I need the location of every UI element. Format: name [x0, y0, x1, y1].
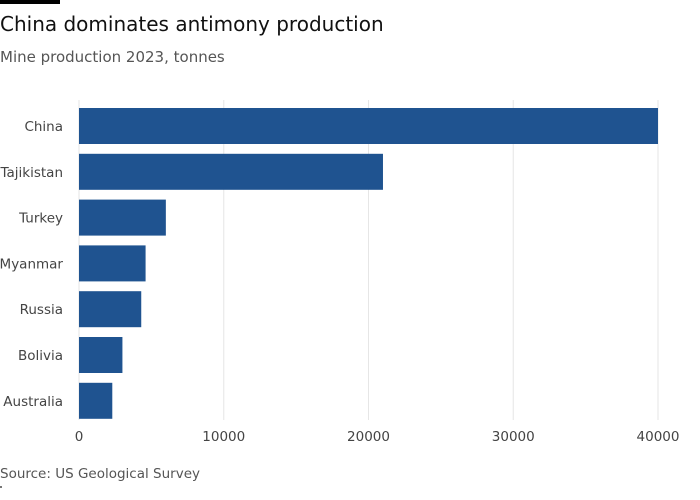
category-label: Bolivia — [18, 348, 63, 364]
bar-turkey — [79, 199, 166, 236]
source-mark — [0, 486, 2, 488]
gridlines — [78, 100, 659, 420]
bar-china — [79, 108, 658, 144]
category-label: Tajikistan — [0, 165, 63, 181]
top-rule — [0, 0, 60, 4]
bar-bolivia — [79, 337, 123, 373]
chart-subtitle: Mine production 2023, tonnes — [0, 48, 225, 66]
bar-chart: China Tajikistan Turkey Myanmar Russia Bolivi… — [0, 100, 680, 445]
category-label: Myanmar — [0, 256, 63, 272]
tick-labels: 0 10000 20000 30000 40000 — [75, 429, 680, 445]
x-tick-label: 10000 — [202, 429, 245, 445]
bar-russia — [79, 291, 142, 328]
x-tick-label: 20000 — [347, 429, 390, 445]
bar-myanmar — [79, 245, 146, 282]
bar-australia — [79, 382, 113, 419]
category-label: Russia — [20, 302, 63, 318]
source-note: Source: US Geological Survey — [0, 466, 201, 482]
chart-title: China dominates antimony production — [0, 12, 384, 36]
x-tick-label: 0 — [75, 429, 84, 445]
x-tick-label: 30000 — [492, 429, 535, 445]
category-labels: China Tajikistan Turkey Myanmar Russia Bolivi… — [0, 119, 63, 410]
bar-tajikistan — [79, 153, 383, 190]
category-label: China — [24, 119, 63, 135]
category-label: Turkey — [18, 211, 63, 227]
x-tick-label: 40000 — [637, 429, 680, 445]
category-label: Australia — [3, 394, 63, 410]
bars — [79, 108, 658, 419]
